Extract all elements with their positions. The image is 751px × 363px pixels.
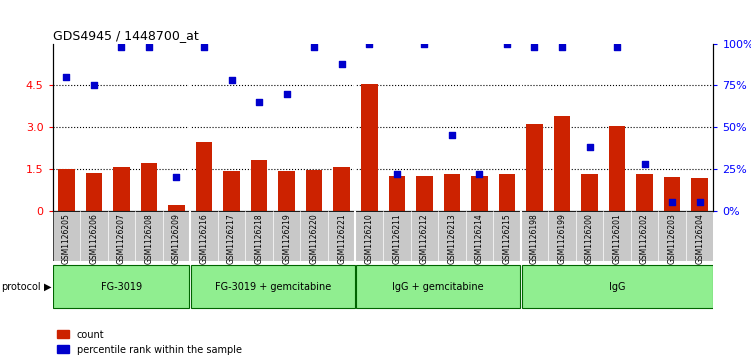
Bar [361,84,378,211]
Text: GSM1126210: GSM1126210 [365,213,374,264]
Text: FG-3019 + gemcitabine: FG-3019 + gemcitabine [215,282,331,292]
Text: GSM1126218: GSM1126218 [255,213,264,264]
Text: GSM1126215: GSM1126215 [502,213,511,264]
Bar [251,160,267,211]
Text: ▶: ▶ [44,282,51,292]
Bar [553,116,570,211]
Bar [140,163,157,211]
Text: GSM1126198: GSM1126198 [530,213,539,264]
Point [88,82,100,88]
Bar [636,174,653,211]
Text: GSM1126201: GSM1126201 [613,213,622,264]
Text: IgG: IgG [609,282,626,292]
Bar [86,173,102,211]
Text: GSM1126203: GSM1126203 [668,213,677,264]
Point [363,41,376,46]
Text: GSM1126205: GSM1126205 [62,213,71,264]
Text: GSM1126216: GSM1126216 [200,213,209,264]
FancyBboxPatch shape [53,265,189,308]
Text: IgG + gemcitabine: IgG + gemcitabine [392,282,484,292]
Bar [581,174,598,211]
Text: GSM1126212: GSM1126212 [420,213,429,264]
Point [336,61,348,66]
Point [446,132,458,138]
Text: GSM1126221: GSM1126221 [337,213,346,264]
Bar [53,211,713,261]
Bar [279,171,295,211]
Point [391,171,403,177]
Text: GSM1126217: GSM1126217 [227,213,236,264]
Point [281,91,293,97]
Bar [113,167,130,211]
Point [116,44,128,50]
Bar [58,170,74,211]
Bar [306,170,322,211]
Point [584,144,596,150]
Point [253,99,265,105]
Point [556,44,568,50]
Point [198,44,210,50]
Text: GSM1126214: GSM1126214 [475,213,484,264]
Text: GSM1126213: GSM1126213 [448,213,457,264]
Text: GSM1126202: GSM1126202 [640,213,649,264]
Bar [444,174,460,211]
Bar [168,205,185,211]
Bar [196,142,213,211]
Bar [223,171,240,211]
Point [143,44,155,50]
FancyBboxPatch shape [191,265,354,308]
Text: GSM1126199: GSM1126199 [557,213,566,264]
Bar [499,174,515,211]
Point [529,44,541,50]
Point [694,199,706,205]
Text: GSM1126220: GSM1126220 [309,213,318,264]
Point [418,41,430,46]
Point [473,171,485,177]
Point [638,161,650,167]
Text: GSM1126219: GSM1126219 [282,213,291,264]
Point [666,199,678,205]
Text: protocol: protocol [2,282,41,292]
Text: GDS4945 / 1448700_at: GDS4945 / 1448700_at [53,29,198,42]
Point [170,174,182,180]
Text: GSM1126206: GSM1126206 [89,213,98,264]
Bar [388,176,405,211]
Text: GSM1126211: GSM1126211 [392,213,401,264]
Point [308,44,320,50]
FancyBboxPatch shape [356,265,520,308]
Point [501,41,513,46]
Text: FG-3019: FG-3019 [101,282,142,292]
Bar [526,124,543,211]
Bar [692,178,708,211]
Text: GSM1126204: GSM1126204 [695,213,704,264]
FancyBboxPatch shape [521,265,713,308]
Text: GSM1126200: GSM1126200 [585,213,594,264]
Text: GSM1126208: GSM1126208 [144,213,153,264]
Point [225,77,237,83]
Point [60,74,72,80]
Bar [664,176,680,211]
Bar [609,126,626,211]
Bar [333,167,350,211]
Text: GSM1126209: GSM1126209 [172,213,181,264]
Point [611,44,623,50]
Text: GSM1126207: GSM1126207 [117,213,126,264]
Bar [471,176,487,211]
Legend: count, percentile rank within the sample: count, percentile rank within the sample [57,330,242,355]
Bar [416,176,433,211]
